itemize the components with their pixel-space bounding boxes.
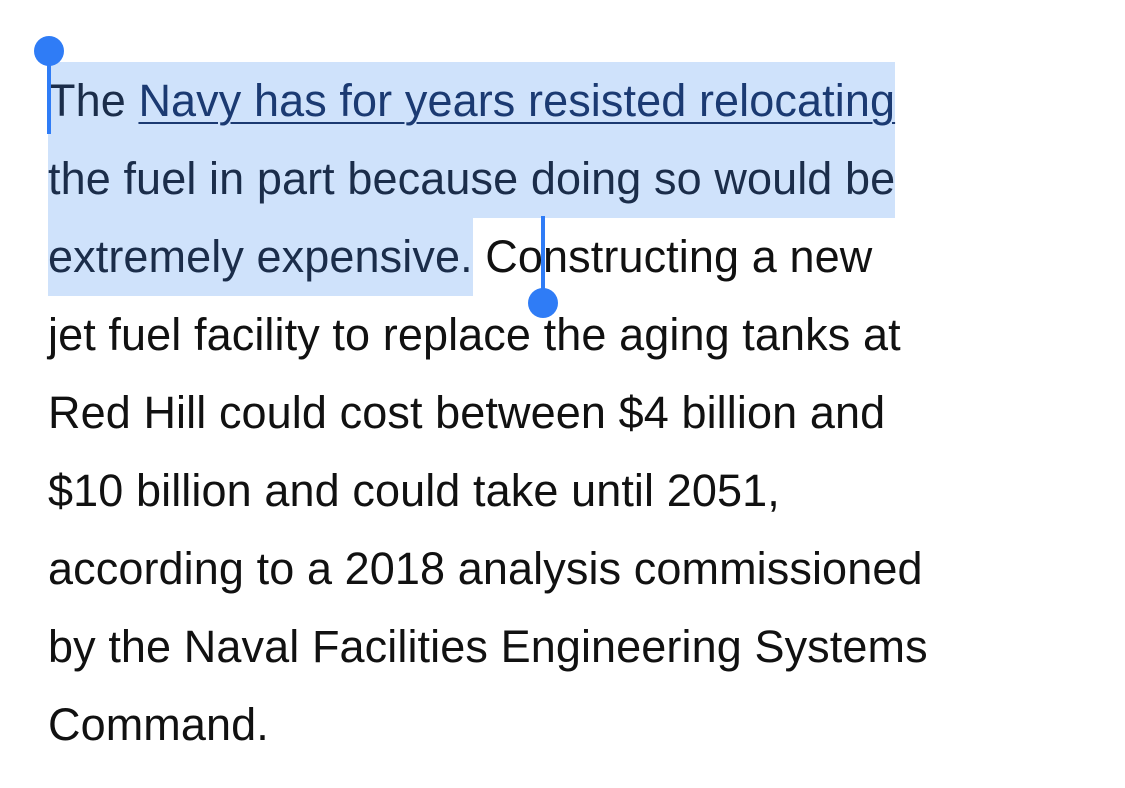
text-line-6: $10 billion and could take until 2051, bbox=[48, 465, 780, 516]
selected-text-line-1[interactable]: The Navy has for years resisted relocati… bbox=[48, 62, 896, 140]
text-line-7: according to a 2018 analysis commissione… bbox=[48, 543, 923, 594]
text-line-2: the fuel in part because doing so would … bbox=[48, 140, 1088, 218]
text-line-4: jet fuel facility to replace the aging t… bbox=[48, 309, 901, 360]
text-line-1: The Navy has for years resisted relocati… bbox=[48, 62, 1088, 140]
text-line-5: Red Hill could cost between $4 billion a… bbox=[48, 387, 886, 438]
article-paragraph: The Navy has for years resisted relocati… bbox=[48, 62, 1088, 764]
selected-text-line-3[interactable]: extremely expensive. bbox=[48, 218, 473, 296]
text-line-3: extremely expensive. Constructing a new bbox=[48, 218, 1088, 296]
text-line-8: by the Naval Facilities Engineering Syst… bbox=[48, 621, 928, 672]
text-prefix-the: The bbox=[48, 75, 139, 126]
text-line-9: Command. bbox=[48, 699, 269, 750]
selection-start-handle-bar[interactable] bbox=[47, 60, 51, 134]
unselected-text-line-3: Constructing a new bbox=[472, 231, 873, 282]
selected-text-line-2[interactable]: the fuel in part because doing so would … bbox=[48, 140, 896, 218]
selection-end-handle-bar[interactable] bbox=[541, 216, 545, 294]
navy-relocation-link[interactable]: Navy has for years resisted relocating bbox=[138, 75, 896, 126]
selection-end-handle-knob[interactable] bbox=[528, 288, 558, 318]
